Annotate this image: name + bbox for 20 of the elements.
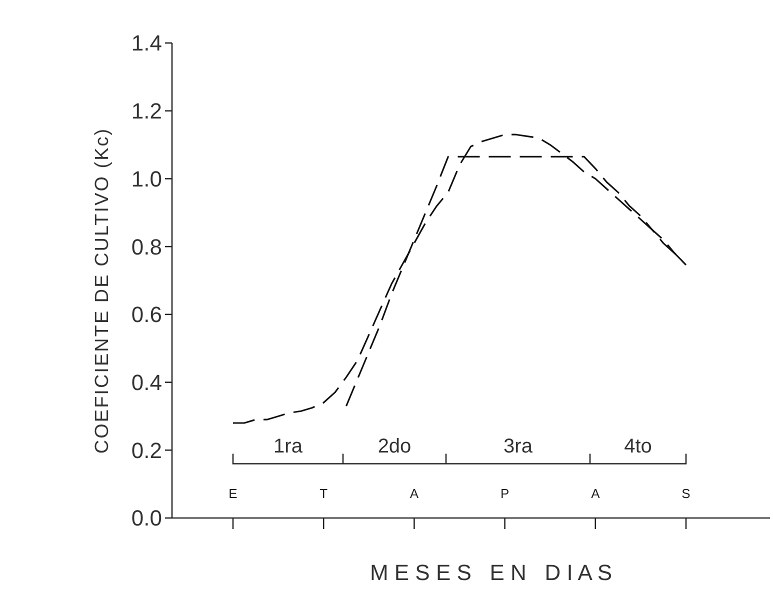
- x-tick-label: A: [591, 486, 600, 501]
- y-tick-label: 0.6: [131, 302, 162, 328]
- x-tick-label: P: [500, 486, 510, 501]
- annotation: 2do: [378, 436, 412, 458]
- y-tick-label: 0.4: [131, 370, 162, 395]
- y-tick-label: 0.8: [131, 234, 162, 260]
- y-tick-label: 1.4: [131, 30, 162, 56]
- annotation: 1ra: [274, 436, 304, 458]
- x-tick-label: A: [410, 486, 419, 501]
- x-axis-title: M E S E S E N D I A S: [370, 560, 612, 585]
- y-tick-label: 1.2: [131, 98, 162, 124]
- annotation: 3ra: [504, 436, 534, 458]
- x-tick-label: T: [320, 486, 328, 501]
- x-tick-label: S: [682, 486, 691, 501]
- y-tick-label: 0.2: [131, 438, 162, 463]
- annotation: 4to: [624, 436, 652, 458]
- y-tick-label: 1.0: [131, 166, 162, 192]
- x-tick-label: E: [228, 486, 238, 501]
- y-axis-title: COEFICIENTE DE CULTIVO (Kc): [92, 127, 113, 454]
- y-tick-label: 0.0: [131, 506, 162, 531]
